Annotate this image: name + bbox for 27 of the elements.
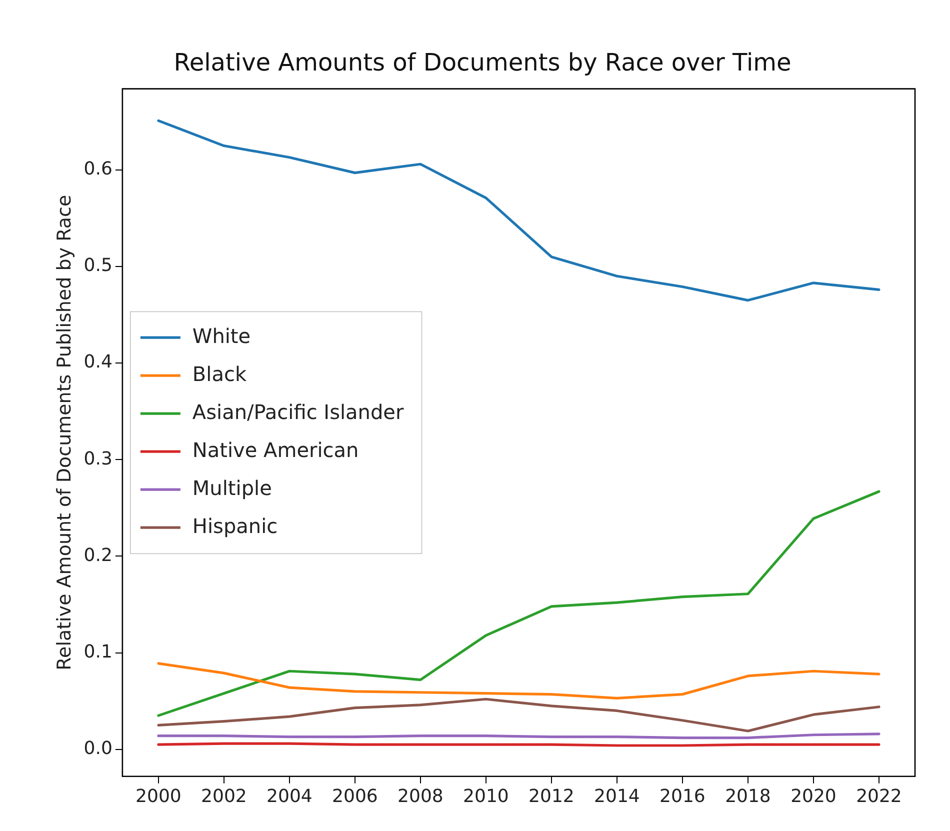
legend-label: Native American [192,438,359,462]
legend-label: Black [192,362,247,386]
x-tick-label: 2022 [856,786,902,807]
x-tick-label: 2004 [266,786,312,807]
y-axis-title: Relative Amount of Documents Published by Race [53,194,76,670]
y-tick-label: 0.0 [84,738,112,760]
x-tick-label: 2018 [725,786,771,807]
y-tick-label: 0.3 [84,448,112,470]
legend-label: Hispanic [192,514,278,538]
x-tick-label: 2010 [463,786,509,807]
y-tick-label: 0.4 [84,352,112,373]
x-tick-label: 2008 [398,786,444,807]
x-tick-label: 2000 [136,786,182,807]
x-tick-label: 2012 [528,786,574,807]
y-tick-label: 0.2 [84,544,112,566]
x-tick-label: 2014 [594,786,640,807]
x-tick-label: 2020 [790,786,836,807]
x-tick-label: 2002 [201,786,247,807]
x-tick-label: 2016 [660,786,706,807]
y-tick-label: 0.1 [84,641,112,662]
chart-title: Relative Amounts of Documents by Race over Time [174,48,792,77]
y-tick-label: 0.6 [84,158,112,180]
legend-label: Asian/Pacific Islander [192,400,404,424]
y-tick-label: 0.5 [84,255,112,276]
legend-label: White [192,324,251,348]
x-tick-label: 2006 [332,786,378,807]
legend-label: Multiple [192,476,272,500]
